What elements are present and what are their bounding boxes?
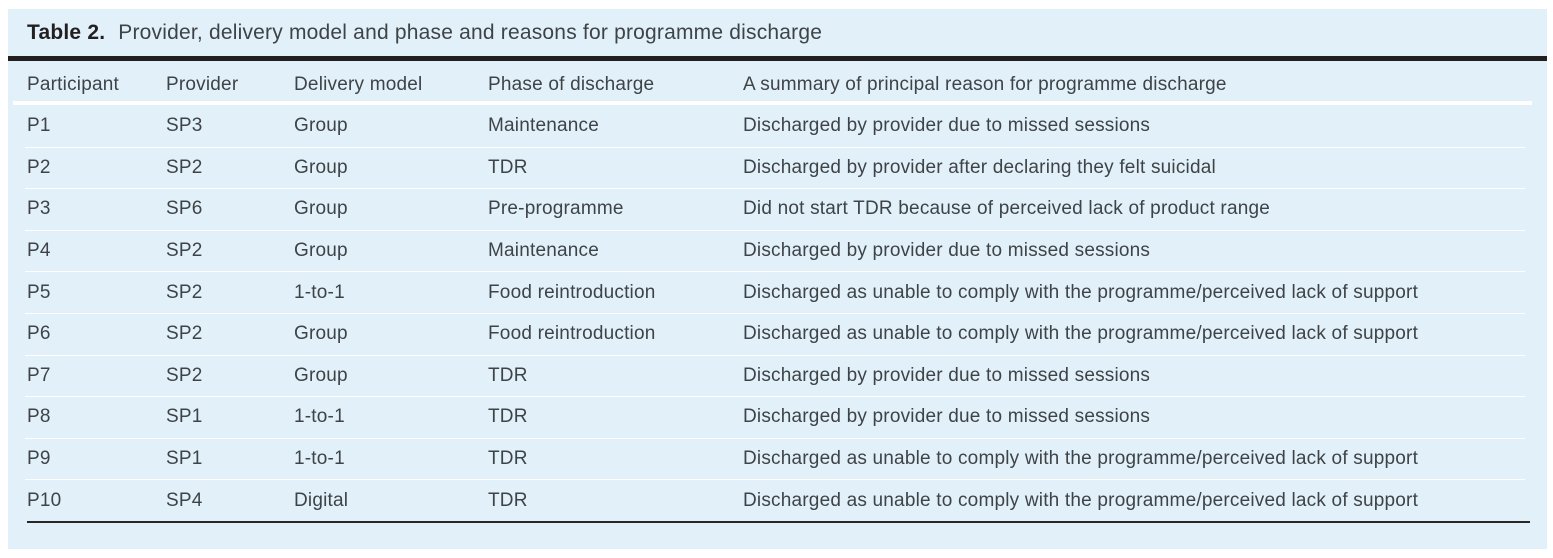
cell-reason: Discharged as unable to comply with the … [743, 489, 1419, 511]
cell-provider: SP2 [166, 240, 203, 262]
cell-participant: P5 [27, 281, 51, 303]
table-row: P2 SP2 Group TDR Discharged by provider … [25, 146, 1525, 189]
cell-delivery-model: Group [294, 198, 348, 220]
table-row: P10 SP4 Digital TDR Discharged as unable… [25, 479, 1525, 521]
cell-participant: P7 [27, 364, 51, 386]
cell-phase: TDR [488, 156, 528, 178]
cell-participant: P1 [27, 114, 51, 136]
cell-participant: P4 [27, 240, 51, 262]
cell-participant: P3 [27, 198, 51, 220]
table-label: Table 2. [27, 20, 106, 44]
cell-reason: Discharged as unable to comply with the … [743, 323, 1419, 345]
cell-phase: TDR [488, 489, 528, 511]
cell-delivery-model: Group [294, 364, 348, 386]
cell-participant: P8 [27, 406, 51, 428]
cell-delivery-model: Group [294, 114, 348, 136]
column-header-provider: Provider [166, 73, 239, 95]
table-row: P8 SP1 1-to-1 TDR Discharged by provider… [25, 396, 1525, 438]
table-row: P6 SP2 Group Food reintroduction Dischar… [25, 312, 1525, 355]
cell-reason: Did not start TDR because of perceived l… [743, 198, 1271, 220]
table-2-panel: Table 2. Provider, delivery model and ph… [8, 9, 1547, 549]
table-caption: Table 2. Provider, delivery model and ph… [8, 9, 1547, 56]
cell-provider: SP6 [166, 198, 203, 220]
cell-provider: SP2 [166, 364, 203, 386]
cell-provider: SP2 [166, 156, 203, 178]
cell-phase: Maintenance [488, 114, 599, 136]
column-header-reason-summary: A summary of principal reason for progra… [743, 73, 1227, 95]
cell-delivery-model: 1-to-1 [294, 448, 345, 470]
column-header-participant: Participant [27, 73, 119, 95]
table-row: P3 SP6 Group Pre-programme Did not start… [25, 188, 1525, 230]
table-row: P1 SP3 Group Maintenance Discharged by p… [25, 105, 1525, 147]
cell-participant: P9 [27, 448, 51, 470]
cell-participant: P2 [27, 156, 51, 178]
cell-delivery-model: Group [294, 240, 348, 262]
cell-provider: SP1 [166, 406, 203, 428]
cell-reason: Discharged by provider after declaring t… [743, 156, 1216, 178]
table-row: P7 SP2 Group TDR Discharged by provider … [25, 354, 1525, 397]
table-content: Participant Provider Delivery model Phas… [8, 61, 1547, 523]
table-caption-text: Provider, delivery model and phase and r… [118, 20, 823, 44]
header-underline [13, 101, 1532, 105]
cell-reason: Discharged as unable to comply with the … [743, 281, 1419, 303]
cell-provider: SP2 [166, 323, 203, 345]
cell-phase: Maintenance [488, 240, 599, 262]
cell-participant: P10 [27, 489, 62, 511]
cell-phase: Pre-programme [488, 198, 624, 220]
cell-delivery-model: Digital [294, 489, 349, 511]
table-row: P4 SP2 Group Maintenance Discharged by p… [25, 229, 1525, 272]
column-header-phase-of-discharge: Phase of discharge [488, 73, 655, 95]
top-rule [8, 56, 1547, 61]
cell-phase: Food reintroduction [488, 323, 656, 345]
cell-reason: Discharged by provider due to missed ses… [743, 364, 1151, 386]
cell-phase: TDR [488, 448, 528, 470]
cell-provider: SP2 [166, 281, 203, 303]
bottom-rule [27, 520, 1530, 523]
table-body: P1 SP3 Group Maintenance Discharged by p… [25, 105, 1525, 521]
cell-delivery-model: 1-to-1 [294, 281, 345, 303]
cell-reason: Discharged as unable to comply with the … [743, 448, 1419, 470]
cell-reason: Discharged by provider due to missed ses… [743, 114, 1151, 136]
cell-provider: SP1 [166, 448, 203, 470]
cell-delivery-model: 1-to-1 [294, 406, 345, 428]
table-header-row: Participant Provider Delivery model Phas… [25, 61, 1525, 101]
cell-provider: SP4 [166, 489, 203, 511]
cell-phase: Food reintroduction [488, 281, 656, 303]
cell-delivery-model: Group [294, 156, 348, 178]
cell-phase: TDR [488, 364, 528, 386]
cell-provider: SP3 [166, 114, 203, 136]
cell-participant: P6 [27, 323, 51, 345]
cell-phase: TDR [488, 406, 528, 428]
cell-reason: Discharged by provider due to missed ses… [743, 406, 1151, 428]
cell-delivery-model: Group [294, 323, 348, 345]
table-row: P9 SP1 1-to-1 TDR Discharged as unable t… [25, 437, 1525, 480]
table-row: P5 SP2 1-to-1 Food reintroduction Discha… [25, 271, 1525, 313]
column-header-delivery-model: Delivery model [294, 73, 423, 95]
cell-reason: Discharged by provider due to missed ses… [743, 240, 1151, 262]
